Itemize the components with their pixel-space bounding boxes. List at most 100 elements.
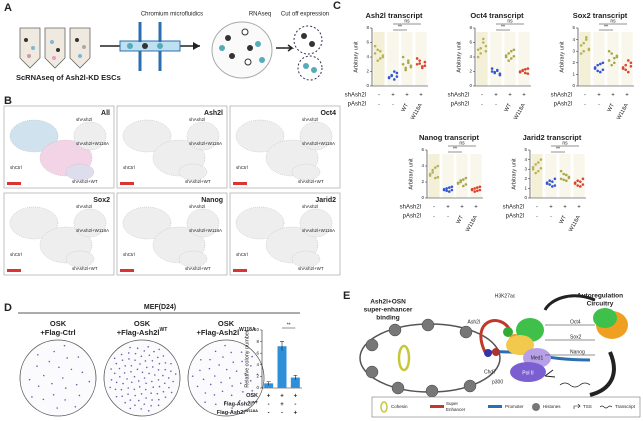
colony	[88, 380, 91, 383]
data-point	[482, 41, 485, 44]
condition-label: W118A	[616, 102, 630, 121]
y-tick-label: 0	[469, 83, 472, 88]
data-point	[473, 187, 477, 190]
y-tick-label: 0	[256, 385, 259, 390]
y-axis-label: Arbitrary unit	[408, 158, 414, 190]
data-point	[559, 177, 563, 181]
colony	[143, 403, 146, 405]
data-point	[601, 61, 605, 65]
rnaseq-cells	[211, 21, 295, 79]
data-point	[607, 59, 611, 62]
model-diagram	[359, 294, 641, 418]
data-point	[450, 188, 454, 192]
y-tick-label: 4	[524, 157, 527, 162]
y-axis-label: Arbitrary unit	[456, 41, 462, 73]
colony	[170, 362, 172, 365]
colony	[153, 350, 155, 353]
colony	[141, 371, 144, 374]
cutoff-clusters	[293, 25, 323, 81]
legend-label: Super	[446, 401, 459, 406]
data-point	[450, 185, 454, 189]
data-point	[415, 57, 419, 60]
y-tick-label: 0	[572, 83, 575, 88]
y-tick-label: 5	[572, 25, 575, 30]
y-tick-label: 0	[421, 195, 424, 200]
colony	[221, 390, 224, 393]
colony	[241, 360, 243, 363]
colony	[129, 346, 131, 349]
colony	[229, 377, 231, 379]
y-tick-label: 2	[366, 69, 369, 74]
colony	[66, 357, 68, 359]
data-point	[462, 184, 465, 188]
condition-label: -	[433, 213, 435, 219]
data-point	[401, 55, 405, 59]
cluster-label: shAsh2l	[302, 204, 318, 209]
umap-cluster	[235, 206, 285, 240]
data-point	[393, 78, 396, 81]
data-point	[484, 44, 488, 48]
panel-label: D	[4, 302, 12, 314]
group-band	[607, 32, 619, 86]
bar	[290, 377, 300, 388]
data-point	[576, 179, 579, 183]
y-tick-label: 0	[366, 83, 369, 88]
group-band	[593, 32, 605, 86]
colony	[151, 380, 153, 383]
data-point	[423, 60, 427, 64]
legend-label: Cohesin	[391, 404, 408, 409]
data-point	[459, 180, 463, 184]
data-point	[445, 189, 449, 193]
plate-title: MEF(D24)	[144, 304, 176, 311]
diagram-label: binding	[376, 315, 399, 322]
group-band	[401, 32, 413, 86]
data-point	[512, 54, 516, 58]
group-band	[476, 32, 488, 86]
step-label: RNAseq	[249, 12, 271, 18]
diagram-label: Ash2l+OSN	[370, 299, 406, 306]
group-band	[504, 32, 516, 86]
condition-sign: +	[474, 205, 478, 211]
condition-label: WT	[559, 214, 569, 225]
bar	[277, 346, 287, 388]
condition-sign: -	[536, 205, 538, 211]
colony	[214, 350, 217, 353]
cluster-label: shAsh2l+W118A	[189, 228, 222, 233]
diagram-label: Circuitry	[587, 301, 614, 308]
umap-cluster	[178, 163, 208, 181]
data-point	[539, 158, 543, 161]
y-axis-label: Arbitrary unit	[559, 41, 565, 73]
data-point	[629, 64, 633, 68]
colony	[162, 390, 165, 393]
y-axis-label: Arbitrary unit	[511, 158, 517, 190]
group-band	[531, 154, 543, 198]
colony	[151, 366, 154, 368]
condition-sign: +	[419, 93, 423, 99]
sig-label: **	[604, 24, 608, 30]
data-point	[490, 67, 494, 70]
y-tick-label: 1	[524, 186, 527, 191]
colony	[136, 368, 139, 371]
colony	[136, 347, 139, 350]
colony	[78, 394, 81, 397]
color-scale	[7, 269, 21, 272]
condition-sign: +	[294, 394, 298, 400]
y-axis-label: Relative colony number	[244, 330, 250, 388]
data-point	[395, 71, 399, 75]
caption: ScRNAseq of Ash2l-KD ESCs	[16, 73, 121, 82]
factor-label: Oct4	[570, 319, 581, 325]
colony	[150, 392, 152, 394]
culture-well	[187, 339, 265, 417]
colony	[170, 391, 173, 394]
data-point	[596, 63, 599, 67]
data-point	[436, 164, 440, 168]
data-point	[395, 75, 399, 78]
sig-label: ns	[610, 18, 616, 24]
colony	[157, 369, 160, 371]
data-point	[537, 161, 540, 164]
y-tick-label: 4	[469, 54, 472, 59]
data-point	[613, 56, 616, 60]
data-point	[504, 54, 508, 57]
data-point	[615, 54, 619, 58]
